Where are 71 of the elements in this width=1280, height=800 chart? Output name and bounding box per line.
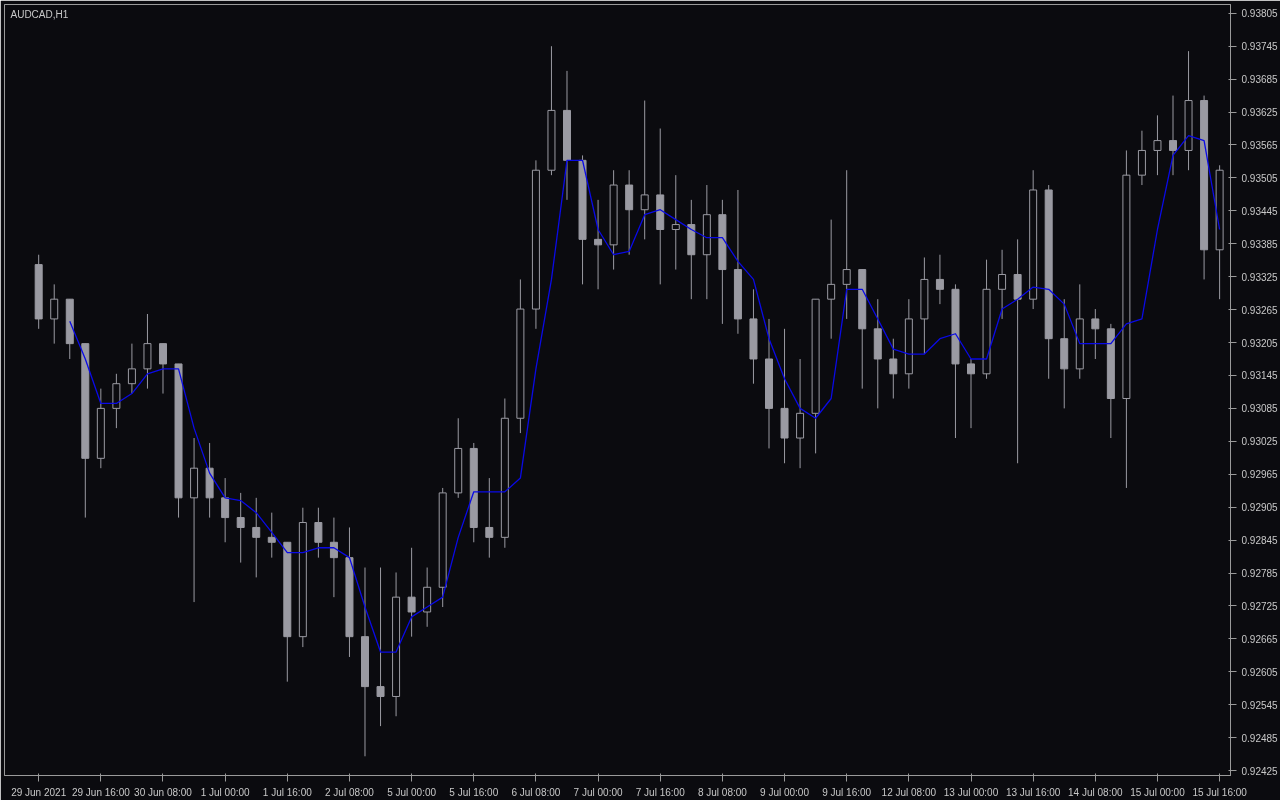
x-tick-label: 12 Jul 08:00 bbox=[881, 786, 937, 798]
y-tick-label: 0.92545 bbox=[1241, 699, 1279, 711]
x-tick-label: 1 Jul 16:00 bbox=[262, 786, 313, 798]
x-tick-label: 8 Jul 08:00 bbox=[697, 786, 748, 798]
y-tick-label: 0.93025 bbox=[1241, 436, 1279, 448]
x-tick-label: 15 Jul 00:00 bbox=[1130, 786, 1186, 798]
candlestick bbox=[1091, 308, 1100, 360]
candlestick bbox=[314, 507, 323, 559]
y-tick-label: 0.92485 bbox=[1241, 732, 1279, 744]
y-tick-label: 0.92905 bbox=[1241, 502, 1279, 514]
x-tick-label: 7 Jul 00:00 bbox=[573, 786, 623, 798]
x-tick-label: 2 Jul 08:00 bbox=[325, 786, 375, 798]
y-tick-label: 0.93265 bbox=[1241, 304, 1279, 316]
x-tick-label: 6 Jul 08:00 bbox=[511, 786, 561, 798]
y-tick-label: 0.92845 bbox=[1241, 535, 1279, 547]
candlestick bbox=[252, 497, 261, 578]
x-tick-label: 29 Jun 16:00 bbox=[71, 786, 131, 798]
y-tick-label: 0.93745 bbox=[1241, 41, 1279, 53]
candlestick bbox=[671, 174, 680, 271]
x-tick-label: 30 Jun 08:00 bbox=[134, 786, 193, 798]
candlestick bbox=[127, 343, 136, 395]
candlestick bbox=[329, 517, 338, 598]
y-tick-label: 0.93445 bbox=[1241, 205, 1279, 217]
candlestick bbox=[376, 567, 385, 727]
y-tick-label: 0.93805 bbox=[1241, 8, 1279, 20]
candlestick bbox=[967, 358, 975, 429]
line-series bbox=[69, 135, 1221, 653]
chart-title: AUDCAD,H1 bbox=[10, 8, 69, 20]
candlestick bbox=[1013, 238, 1022, 464]
x-tick-label: 13 Jul 00:00 bbox=[943, 786, 999, 798]
candlestick bbox=[1153, 114, 1162, 176]
candlestick bbox=[159, 343, 167, 395]
y-tick-label: 0.93625 bbox=[1241, 107, 1279, 119]
x-tick-label: 14 Jul 08:00 bbox=[1068, 786, 1123, 798]
y-tick-label: 0.93685 bbox=[1241, 74, 1279, 86]
candlestick bbox=[594, 199, 603, 290]
x-tick-label: 15 Jul 16:00 bbox=[1192, 786, 1248, 798]
y-tick-label: 0.92725 bbox=[1241, 600, 1279, 612]
x-tick-label: 13 Jul 16:00 bbox=[1005, 786, 1061, 798]
x-tick-label: 5 Jul 16:00 bbox=[449, 786, 499, 798]
candlestick bbox=[407, 547, 416, 638]
y-tick-label: 0.93145 bbox=[1241, 370, 1279, 382]
x-tick-label: 9 Jul 00:00 bbox=[760, 786, 810, 798]
candlestick bbox=[998, 249, 1007, 320]
candlestick bbox=[50, 283, 59, 345]
candlestick bbox=[1169, 95, 1177, 176]
y-tick-label: 0.93325 bbox=[1241, 271, 1279, 283]
x-tick-label: 5 Jul 00:00 bbox=[387, 786, 437, 798]
x-tick-label: 7 Jul 16:00 bbox=[635, 786, 686, 798]
candlestick bbox=[221, 477, 230, 543]
y-tick-label: 0.92785 bbox=[1241, 568, 1279, 580]
candlestick bbox=[640, 100, 649, 240]
y-tick-label: 0.93205 bbox=[1241, 337, 1279, 349]
y-tick-label: 0.93085 bbox=[1241, 403, 1279, 415]
y-tick-label: 0.92965 bbox=[1241, 469, 1279, 481]
y-tick-label: 0.92425 bbox=[1241, 765, 1279, 777]
candlestick bbox=[267, 512, 276, 559]
candlestick bbox=[889, 338, 898, 400]
candlestick bbox=[485, 477, 494, 559]
y-tick-label: 0.92605 bbox=[1241, 666, 1279, 678]
candlestick bbox=[842, 169, 851, 320]
x-tick-label: 1 Jul 00:00 bbox=[200, 786, 251, 798]
y-tick-label: 0.92665 bbox=[1241, 633, 1279, 645]
y-tick-label: 0.93565 bbox=[1241, 139, 1279, 151]
candlestick bbox=[236, 492, 245, 564]
candlestick bbox=[935, 254, 944, 305]
x-tick-label: 29 Jun 2021 bbox=[11, 786, 67, 798]
x-tick-label: 9 Jul 16:00 bbox=[822, 786, 872, 798]
y-tick-label: 0.93385 bbox=[1241, 238, 1279, 250]
candlestick bbox=[827, 219, 836, 340]
y-tick-label: 0.93505 bbox=[1241, 172, 1279, 184]
